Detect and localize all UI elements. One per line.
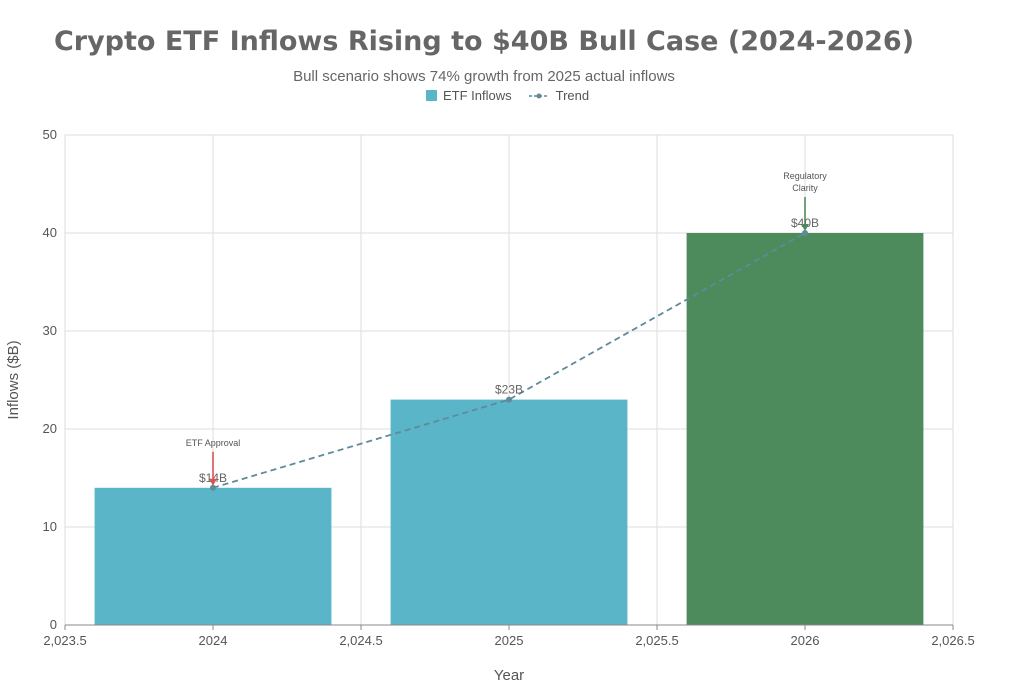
y-tick-label: 20 [43,421,57,436]
chart-subtitle: Bull scenario shows 74% growth from 2025… [293,68,675,85]
legend-swatch-etf-inflows [426,90,437,101]
annotation-text: ETF Approval [186,438,241,448]
bar [94,487,332,625]
y-tick-label: 30 [43,323,57,338]
trend-line [212,232,806,489]
legend-label-etf-inflows: ETF Inflows [443,88,512,103]
y-axis-label: Inflows ($B) [5,340,22,419]
legend-item-trend: Trend [528,88,589,103]
annotation-arrowhead [801,224,809,231]
legend: ETF Inflows Trend [426,88,599,103]
x-tick-label: 2,023.5 [43,633,86,648]
annotation-text: Regulatory [783,171,827,181]
legend-swatch-trend [528,93,549,98]
trend-point [210,484,216,491]
chart-title: Crypto ETF Inflows Rising to $40B Bull C… [53,26,915,57]
x-axis-label: Year [494,667,524,684]
annotation-text: Clarity [792,183,818,193]
x-tick-label: 2,024.5 [339,633,382,648]
x-tick-label: 2024 [199,633,228,648]
data-label: $23B [495,383,523,397]
annotation-arrowhead [209,478,217,486]
y-tick-label: 0 [50,617,57,632]
x-tick-label: 2,025.5 [635,633,678,648]
y-tick-label: 10 [43,519,57,534]
bar [686,233,924,625]
legend-label-trend: Trend [555,88,590,103]
x-tick-label: 2025 [495,633,524,648]
x-tick-label: 2,026.5 [931,633,974,648]
y-tick-label: 50 [43,127,57,142]
legend-item-etf-inflows: ETF Inflows [426,88,512,103]
trend-point [802,230,808,236]
trend-point [506,396,512,403]
x-tick-label: 2026 [791,633,820,648]
y-tick-label: 40 [43,225,57,240]
bar [390,399,628,625]
